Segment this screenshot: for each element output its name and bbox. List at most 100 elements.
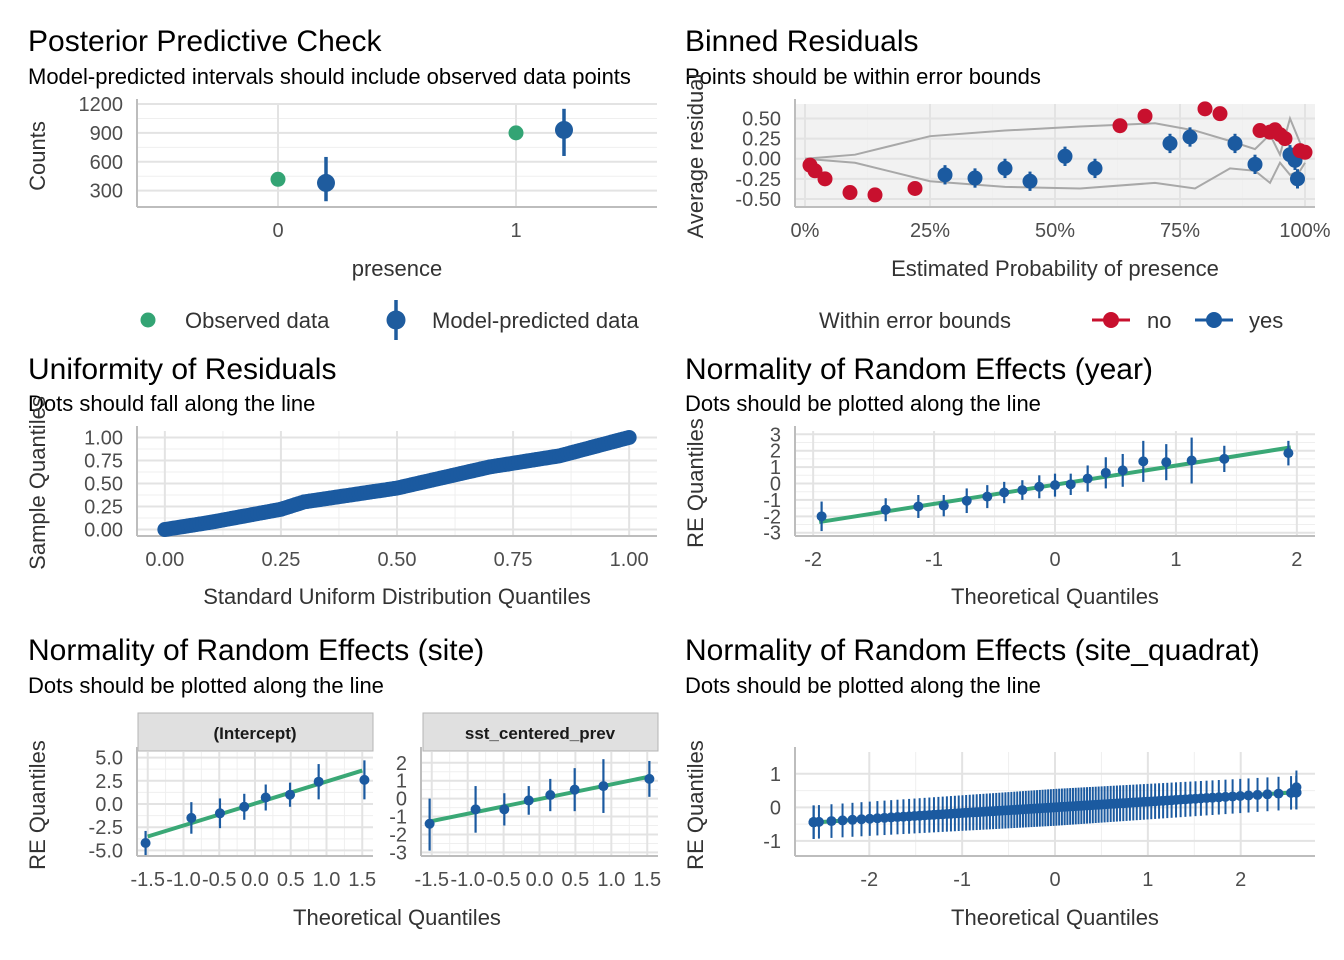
uniform-xtick-label: 0.25 [261,549,300,571]
re-quad-point [813,816,824,827]
re-site-sst-ytick-label: 0 [396,789,407,811]
re-year-ytick-label: -3 [763,523,781,545]
re-site-sst-ytick-label: 1 [396,771,407,793]
re-site-intercept-ytick-label: -2.5 [89,817,123,839]
re-quad-xtick-label: -2 [860,869,878,891]
residual-point-no [907,180,923,196]
re-site-sst-xtick-label: -0.5 [486,869,520,891]
re-year-point [1161,457,1172,468]
residual-point-yes [1022,173,1038,189]
re-site-sst-reference-line [431,775,648,823]
re-year-point [816,511,827,522]
re-year-ytick-label: 0 [770,474,781,496]
ppc-plot: 300 600 900 1200 0 1 [79,94,657,242]
re-site-intercept-point [260,792,271,803]
re-year-point [1138,456,1149,467]
binned-plot: -0.50-0.250.000.250.50 0% 25% 50% 75% 100% [735,99,1331,242]
re-year-point [1186,455,1197,466]
residual-point-no [1297,144,1313,160]
re-quad-xlabel: Theoretical Quantiles [951,905,1159,930]
re-site-intercept-ytick-label: -5.0 [89,840,123,862]
re-year-point [1017,485,1028,496]
re-year-ytick-label: 3 [770,424,781,446]
re-site-intercept-xtick-label: 1.0 [313,869,341,891]
residual-point-yes [1182,129,1198,145]
predicted-point [555,120,573,139]
re-year-ylabel: RE Quantiles [683,418,708,548]
re-site-intercept-ytick-label: 5.0 [95,748,123,770]
uniform-title: Uniformity of Residuals [28,353,336,386]
re-year-subtitle: Dots should be plotted along the line [685,391,1041,416]
re-quad-point [1220,791,1231,802]
uniform-ytick-label: 0.75 [84,450,123,472]
ppc-ytick-label: 1200 [79,94,124,116]
predicted-point [317,173,335,192]
re-site-intercept-reference-line [147,768,363,839]
re-quad-xtick-label: -1 [953,869,971,891]
re-site-sst-xtick-label: 1.0 [597,869,625,891]
re-year-xlabel: Theoretical Quantiles [951,584,1159,609]
re-quad-xtick-label: 1 [1142,869,1153,891]
re-year-point [1082,473,1093,484]
residual-point-yes [937,167,953,183]
residual-point-yes [1087,160,1103,176]
binned-xtick-label: 75% [1160,220,1200,242]
residual-point-yes [1290,171,1305,187]
re-year-point [913,501,924,512]
uniform-point [621,429,637,445]
re-site-sst-ytick-label: -1 [389,807,407,829]
uniform-ylabel: Sample Quantiles [25,396,50,570]
re-quad-ylabel: RE Quantiles [683,740,708,870]
re-quad-point [864,813,875,824]
re-site-intercept-ytick-label: 0.0 [95,794,123,816]
re-site-intercept-xtick-label: -1.5 [130,869,164,891]
re-site-xlabel: Theoretical Quantiles [293,905,501,930]
legend-yes-key [1206,312,1222,328]
re-site-sst-xtick-label: 0.5 [562,869,590,891]
re-quad-point [1235,790,1246,801]
re-site-intercept-point [186,812,197,823]
residual-point-no [842,185,858,201]
envelope-upper [804,115,1306,160]
re-site-sst-ytick-label: -2 [389,824,407,846]
re-year-xtick-label: -1 [925,549,943,571]
re-site-intercept-xtick-label: 1.5 [348,869,376,891]
re-year-point [1100,467,1111,478]
re-year-point [880,504,891,515]
re-site-subtitle: Dots should be plotted along the line [28,673,384,698]
re-year-point [961,495,972,506]
binned-xlabel: Estimated Probability of presence [891,256,1219,281]
uniform-ytick-label: 1.00 [84,427,123,449]
uniform-ytick-label: 0.25 [84,497,123,519]
residual-point-yes [1227,135,1243,151]
ppc-ylabel: Counts [25,121,50,191]
binned-ytick-label: 0.50 [742,108,781,130]
legend-predicted-key [386,310,406,330]
ppc-ytick-label: 300 [90,181,123,203]
re-year-xtick-label: 0 [1049,549,1060,571]
strip-intercept-label: (Intercept) [213,724,296,743]
re-year-xtick-label: 1 [1170,549,1181,571]
binned-ytick-label: 0.00 [742,149,781,171]
observed-point [508,125,524,141]
re-site-intercept-xtick-label: 0.5 [277,869,305,891]
re-site-sst-xtick-label: 1.5 [633,869,661,891]
re-site-intercept-point [239,801,250,812]
re-year-xtick-label: -2 [804,549,822,571]
re-year-point [1050,480,1060,491]
re-site-intercept-plot: -5.0-2.50.02.55.0-1.5 -1.0 -0.5 0.0 0.5 1.0 1.… [89,747,376,891]
residual-point-no [807,163,823,179]
re-quad-point [1243,790,1254,801]
binned-xtick-label: 25% [910,220,950,242]
re-site-ylabel: RE Quantiles [25,740,50,870]
re-site-intercept-ytick-label: 2.5 [95,771,123,793]
residual-point-yes [1162,135,1178,151]
uniform-xlabel: Standard Uniform Distribution Quantiles [203,584,591,609]
re-site-sst-point [644,773,655,784]
binned-title: Binned Residuals [685,25,918,58]
residual-point-no [1197,101,1213,117]
re-site-sst-xtick-label: -1.0 [450,869,484,891]
ppc-subtitle: Model-predicted intervals should include… [28,64,631,89]
